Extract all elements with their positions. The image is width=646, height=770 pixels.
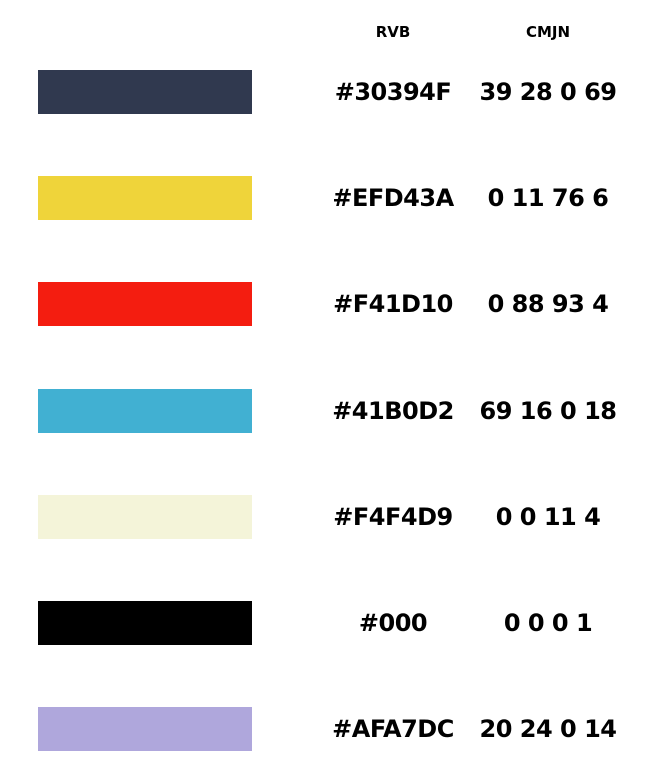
hex-value: #30394F (334, 78, 452, 106)
color-swatch (38, 282, 252, 326)
cmyk-value: 20 24 0 14 (479, 715, 617, 743)
hex-value: #41B0D2 (332, 397, 454, 425)
cmyk-value: 0 0 0 1 (503, 609, 593, 637)
cmjn-column-header: CMJN (525, 23, 571, 41)
color-swatch (38, 495, 252, 539)
rvb-column-header: RVB (375, 23, 411, 41)
cmyk-value: 69 16 0 18 (479, 397, 617, 425)
palette-row: #F41D10 0 88 93 4 (0, 282, 646, 326)
color-swatch (38, 601, 252, 645)
cmyk-value: 0 88 93 4 (487, 290, 609, 318)
cmyk-value: 0 11 76 6 (487, 184, 609, 212)
hex-value: #F4F4D9 (333, 503, 453, 531)
color-swatch (38, 176, 252, 220)
hex-value: #AFA7DC (332, 715, 454, 743)
hex-value: #000 (358, 609, 428, 637)
hex-value: #F41D10 (333, 290, 453, 318)
palette-row: #30394F 39 28 0 69 (0, 70, 646, 114)
palette-row: #41B0D2 69 16 0 18 (0, 389, 646, 433)
cmyk-value: 39 28 0 69 (479, 78, 617, 106)
palette-row: #000 0 0 0 1 (0, 601, 646, 645)
palette-row: #F4F4D9 0 0 11 4 (0, 495, 646, 539)
palette-row: #EFD43A 0 11 76 6 (0, 176, 646, 220)
palette-row: #AFA7DC 20 24 0 14 (0, 707, 646, 751)
color-swatch (38, 389, 252, 433)
hex-value: #EFD43A (332, 184, 454, 212)
cmyk-value: 0 0 11 4 (495, 503, 601, 531)
color-swatch (38, 707, 252, 751)
color-swatch (38, 70, 252, 114)
